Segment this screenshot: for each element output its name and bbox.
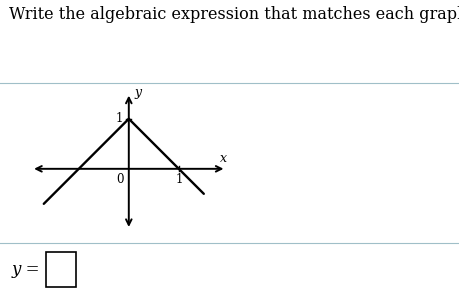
Text: y: y [134, 86, 141, 99]
Text: x: x [220, 152, 227, 165]
Text: 0: 0 [116, 173, 123, 186]
Text: 1: 1 [116, 112, 123, 125]
Text: y =: y = [11, 261, 40, 278]
Text: Write the algebraic expression that matches each graph:: Write the algebraic expression that matc… [9, 6, 459, 23]
Text: 1: 1 [175, 173, 182, 186]
